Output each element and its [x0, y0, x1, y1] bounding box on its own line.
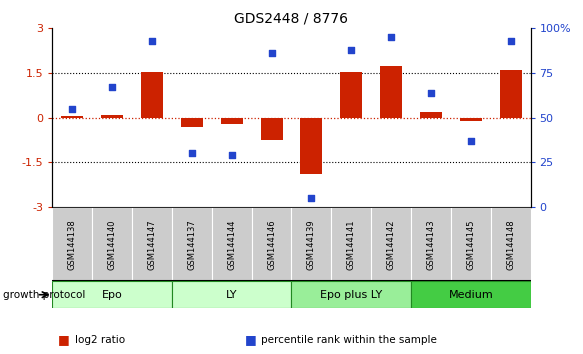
Bar: [420, 112, 442, 118]
Text: percentile rank within the sample: percentile rank within the sample: [261, 335, 437, 345]
Point: [267, 51, 276, 56]
Text: GSM144145: GSM144145: [466, 219, 475, 269]
Bar: [61, 116, 83, 118]
Text: GSM144141: GSM144141: [347, 219, 356, 269]
Point: [307, 195, 316, 201]
Bar: [261, 118, 283, 140]
Bar: [451, 207, 491, 281]
Bar: [380, 65, 402, 118]
Point: [426, 90, 436, 96]
Text: GSM144148: GSM144148: [506, 219, 515, 270]
Text: GSM144137: GSM144137: [187, 219, 196, 270]
Text: GSM144144: GSM144144: [227, 219, 236, 269]
Point: [387, 34, 396, 40]
Bar: [212, 207, 252, 281]
Bar: [172, 207, 212, 281]
Text: log2 ratio: log2 ratio: [75, 335, 125, 345]
Bar: [292, 281, 411, 308]
Bar: [371, 207, 411, 281]
Bar: [331, 207, 371, 281]
Text: LY: LY: [226, 290, 237, 300]
Bar: [92, 207, 132, 281]
Text: GSM144142: GSM144142: [387, 219, 396, 269]
Bar: [300, 118, 322, 174]
Bar: [132, 207, 172, 281]
Text: GSM144139: GSM144139: [307, 219, 316, 270]
Text: growth protocol: growth protocol: [3, 290, 85, 300]
Bar: [500, 70, 522, 118]
Point: [466, 138, 475, 144]
Text: GSM144146: GSM144146: [267, 219, 276, 270]
Bar: [52, 207, 92, 281]
Text: ■: ■: [58, 333, 70, 346]
Bar: [460, 118, 482, 121]
Point: [187, 150, 196, 156]
Text: Medium: Medium: [448, 290, 493, 300]
Bar: [491, 207, 531, 281]
Title: GDS2448 / 8776: GDS2448 / 8776: [234, 12, 349, 26]
Point: [107, 85, 117, 90]
Point: [506, 38, 515, 44]
Bar: [141, 72, 163, 118]
Bar: [181, 118, 203, 127]
Point: [227, 153, 236, 158]
Point: [346, 47, 356, 53]
Bar: [340, 72, 362, 118]
Bar: [172, 281, 292, 308]
Bar: [221, 118, 243, 124]
Text: GSM144138: GSM144138: [68, 219, 77, 270]
Text: GSM144147: GSM144147: [147, 219, 157, 270]
Bar: [411, 207, 451, 281]
Text: ■: ■: [245, 333, 257, 346]
Point: [147, 38, 157, 44]
Point: [68, 106, 77, 112]
Bar: [52, 281, 172, 308]
Bar: [292, 207, 331, 281]
Bar: [411, 281, 531, 308]
Bar: [101, 115, 123, 118]
Text: GSM144143: GSM144143: [426, 219, 436, 270]
Text: Epo: Epo: [102, 290, 122, 300]
Text: GSM144140: GSM144140: [108, 219, 117, 269]
Bar: [252, 207, 292, 281]
Text: Epo plus LY: Epo plus LY: [320, 290, 382, 300]
